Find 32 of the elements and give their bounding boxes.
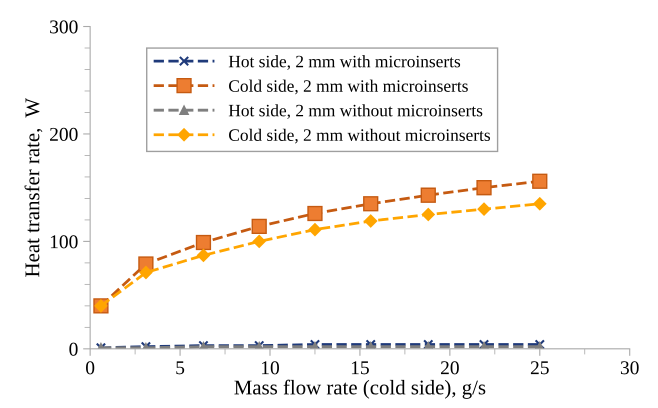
y-tick-label: 100 (50, 235, 78, 248)
legend-label: Cold side, 2 mm with microinserts (229, 80, 468, 94)
point (476, 180, 492, 196)
point (532, 174, 548, 189)
legend-label: Hot side, 2 mm with microinserts (228, 55, 460, 70)
point (196, 248, 210, 262)
x-tick-label: 25 (530, 361, 549, 374)
x-tick-label: 0 (86, 361, 94, 374)
y-tick-label: 0 (69, 342, 78, 356)
point (477, 202, 491, 216)
legend-label: Cold side, 2 mm without microinserts (229, 128, 490, 144)
point (252, 234, 266, 248)
y-tick-label: 200 (50, 128, 78, 141)
y-axis-title: Heat transfer rate, W (24, 98, 42, 277)
point (307, 206, 323, 222)
x-tick-label: 20 (440, 361, 459, 374)
y-tick-label: 300 (50, 20, 78, 34)
x-axis-title: Mass flow rate (cold side), g/s (234, 380, 486, 399)
point (139, 266, 152, 280)
point (196, 234, 212, 250)
x-tick-label: 30 (620, 361, 639, 374)
point (364, 214, 378, 228)
point (533, 197, 546, 210)
x-tick-label: 15 (352, 361, 369, 374)
point (252, 218, 267, 234)
point (363, 196, 378, 212)
x-tick-label: 5 (176, 361, 184, 374)
x-tick-label: 10 (262, 361, 279, 374)
legend-label: Hot side, 2 mm without microinserts (228, 104, 482, 119)
point (420, 188, 436, 203)
point (308, 222, 322, 236)
point (422, 208, 435, 222)
